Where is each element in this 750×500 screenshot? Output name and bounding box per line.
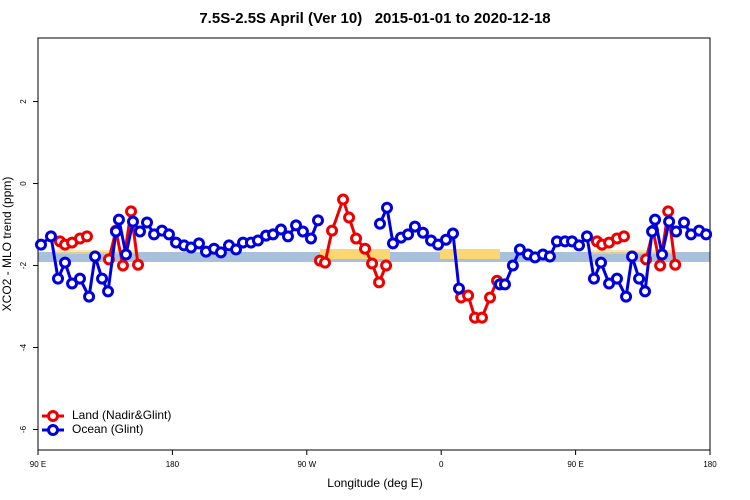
legend-marker (47, 410, 59, 422)
y-tick-label: -2 (19, 261, 28, 269)
point (649, 213, 662, 226)
point (230, 243, 243, 256)
point (132, 258, 145, 271)
point (639, 285, 652, 298)
point (543, 250, 556, 263)
point (498, 278, 511, 291)
point (633, 272, 646, 285)
point (617, 230, 630, 243)
point (439, 233, 452, 246)
point (89, 250, 102, 263)
point (162, 228, 175, 241)
legend-label: Land (Nadir&Glint) (72, 408, 171, 422)
x-tick-label: 90 W (297, 460, 316, 469)
y-tick-label: 0 (19, 181, 28, 186)
point (73, 272, 86, 285)
chart-title: 7.5S-2.5S April (Ver 10) 2015-01-01 to 2… (199, 10, 550, 27)
point (359, 242, 372, 255)
point (326, 224, 339, 237)
point (304, 232, 317, 245)
point (408, 220, 421, 233)
point (192, 237, 205, 250)
point (573, 239, 586, 252)
point (109, 225, 122, 238)
point (319, 256, 332, 269)
point (59, 256, 72, 269)
x-tick-label: 0 (439, 460, 444, 469)
point (312, 214, 324, 227)
point (663, 215, 676, 228)
point (274, 223, 287, 236)
point (141, 216, 154, 229)
series-line (319, 194, 388, 287)
point (416, 226, 429, 239)
point (34, 238, 47, 251)
point (350, 232, 363, 245)
point (296, 225, 309, 238)
point (112, 213, 125, 226)
point (251, 234, 264, 247)
point (402, 228, 415, 241)
point (80, 230, 93, 243)
y-tick-label: -4 (19, 343, 28, 351)
y-tick-label: 2 (19, 99, 28, 104)
point (594, 256, 607, 269)
point (654, 259, 667, 272)
point (446, 227, 459, 240)
x-tick-label: 180 (703, 460, 717, 469)
point (119, 248, 132, 261)
x-tick-label: 90 E (567, 460, 583, 469)
legend-label: Ocean (Glint) (72, 422, 143, 436)
point (96, 272, 109, 285)
point (669, 258, 682, 271)
point (337, 193, 350, 206)
point (386, 237, 399, 250)
point (513, 243, 526, 256)
point (44, 230, 57, 243)
point (484, 291, 497, 304)
point (133, 225, 146, 238)
point (52, 272, 65, 285)
point (587, 272, 600, 285)
point (506, 259, 519, 272)
band-land (440, 249, 500, 259)
point (646, 225, 659, 238)
band-land (320, 249, 390, 259)
point (620, 290, 633, 303)
x-tick-label: 180 (166, 460, 180, 469)
series (34, 201, 713, 303)
point (380, 201, 393, 214)
point (610, 272, 623, 285)
y-tick-label: -6 (19, 425, 28, 433)
point (670, 225, 683, 238)
legend-marker (47, 424, 59, 436)
point (475, 311, 488, 324)
point (281, 230, 294, 243)
point (373, 217, 386, 230)
point (452, 282, 465, 295)
point (700, 228, 713, 241)
point (126, 215, 139, 228)
point (125, 205, 138, 218)
legend: Land (Nadir&Glint)Ocean (Glint) (42, 408, 171, 436)
point (380, 259, 393, 272)
point (366, 257, 379, 270)
point (290, 219, 303, 232)
x-tick-label: 90 E (30, 460, 46, 469)
point (83, 290, 96, 303)
point (373, 276, 386, 289)
point (462, 289, 475, 302)
point (678, 216, 691, 229)
point (626, 250, 639, 263)
point (580, 230, 593, 243)
point (214, 246, 227, 259)
point (343, 211, 356, 224)
point (656, 248, 669, 261)
point (116, 259, 129, 272)
point (102, 285, 115, 298)
y-axis-label: XCO2 - MLO trend (ppm) (0, 177, 14, 312)
point (662, 205, 675, 218)
x-axis-label: Longitude (deg E) (327, 476, 422, 490)
